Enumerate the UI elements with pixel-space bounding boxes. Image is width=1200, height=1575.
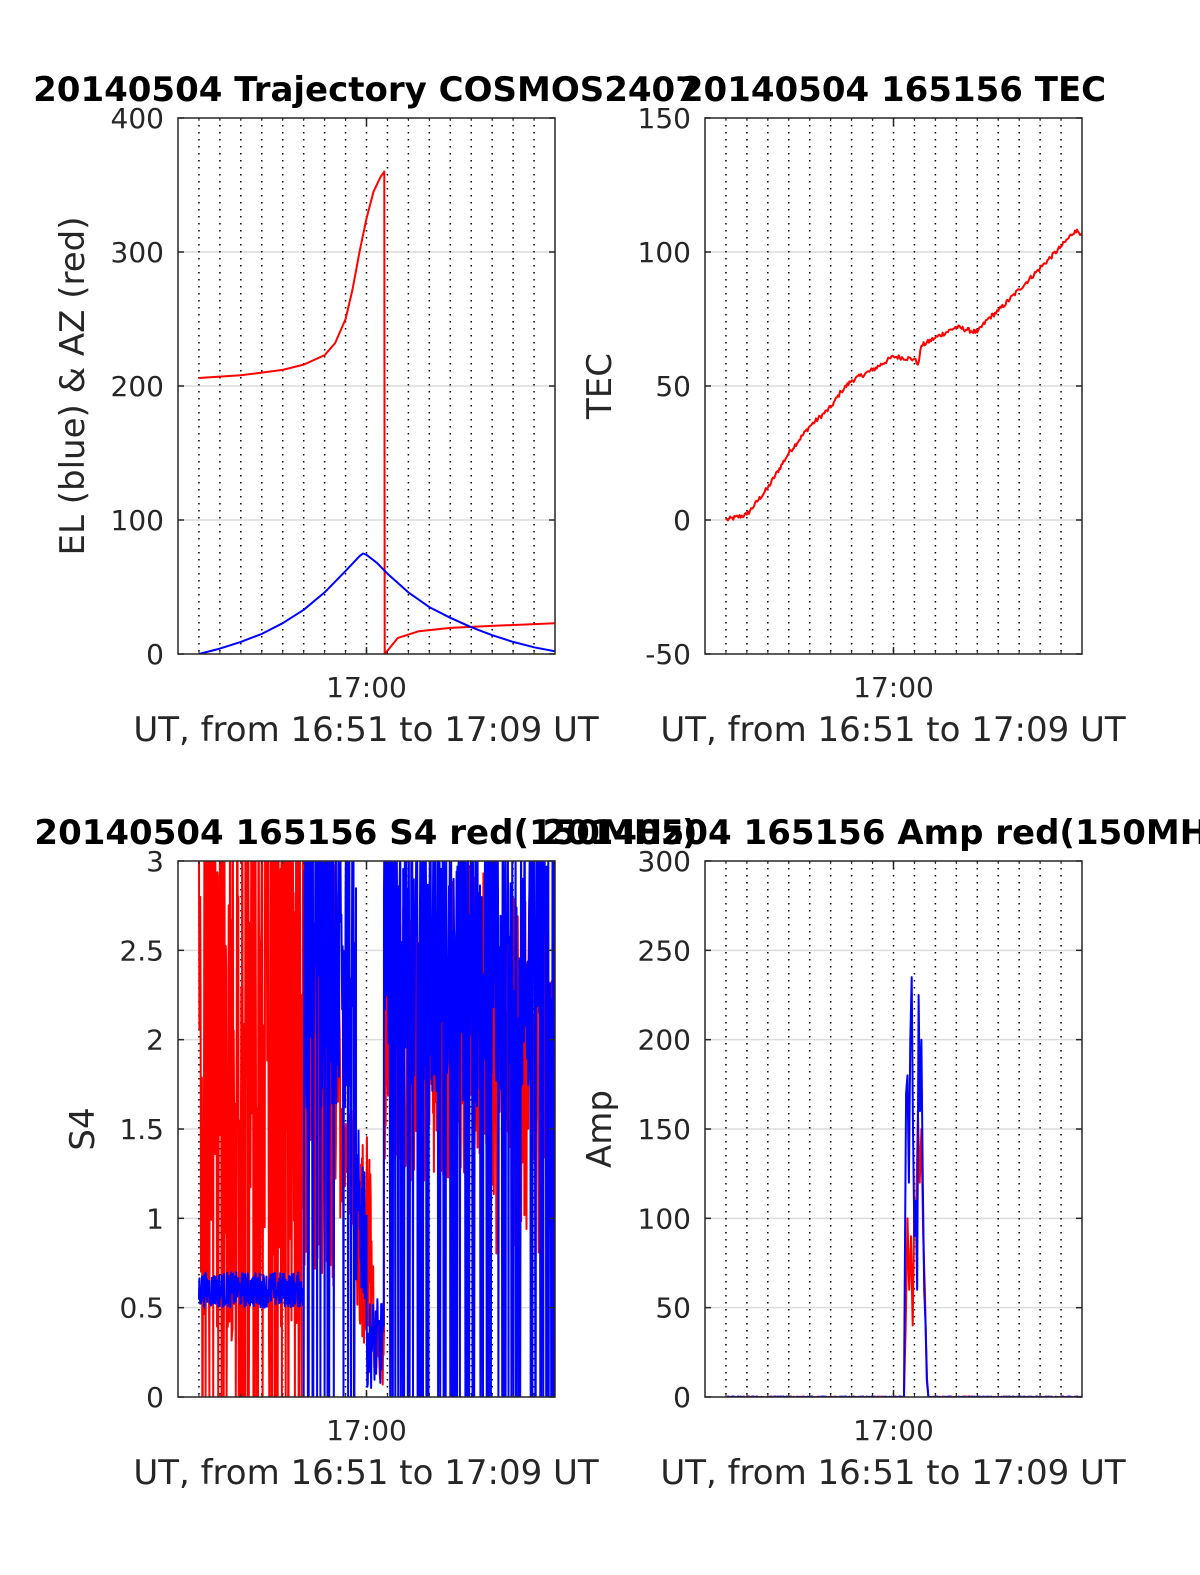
x-axis-label: UT, from 16:51 to 17:09 UT: [133, 1453, 599, 1493]
panel-title: 20140504 Trajectory COSMOS2407: [33, 70, 699, 110]
y-tick-label: 150: [638, 1113, 691, 1146]
panel-trajectory: 0 100 200 300 400 17:00 20140504 Trajectory …: [33, 70, 699, 750]
y-tick-label: 100: [111, 504, 164, 537]
x-tick-labels: 17:00: [326, 1414, 407, 1447]
panel-s4: 0 0.5 1 1.5 2 2.5 3 17:00 20140504 165156 S4 r…: [34, 813, 697, 1493]
y-tick-label: 0: [673, 504, 691, 537]
y-tick-label: 150: [638, 102, 691, 135]
panel-tec: -50 0 50 100 150 17:00 20140504 165156 TEC U…: [580, 70, 1126, 750]
x-tick-label: 17:00: [853, 671, 934, 704]
y-tick-label: 2: [146, 1024, 164, 1057]
y-tick-label: 2.5: [119, 934, 164, 967]
y-tick-label: 0.5: [119, 1292, 164, 1325]
y-tick-label: 50: [655, 370, 691, 403]
y-tick-label: 1.5: [119, 1113, 164, 1146]
y-tick-label: 100: [638, 1202, 691, 1235]
x-tick-labels: 17:00: [853, 1414, 934, 1447]
y-tick-labels: -50 0 50 100 150: [638, 102, 691, 671]
tick-marks: [705, 117, 1082, 655]
series-line-blue: [197, 861, 555, 1397]
series-line-blue: [198, 552, 555, 654]
series-line-red: [198, 170, 555, 654]
y-tick-label: 3: [146, 845, 164, 878]
tick-marks: [705, 860, 1082, 1398]
x-tick-label: 17:00: [326, 671, 407, 704]
y-tick-label: 300: [638, 845, 691, 878]
panel-title: 20140504 165156 S4 red(150MHz): [34, 813, 697, 853]
tick-marks: [178, 117, 555, 655]
y-tick-labels: 0 0.5 1 1.5 2 2.5 3: [119, 845, 164, 1414]
y-tick-label: 100: [638, 236, 691, 269]
series-line-red: [725, 228, 1082, 522]
trace-layer: [725, 228, 1082, 522]
y-tick-label: 250: [638, 934, 691, 967]
y-tick-labels: 0 50 100 150 200 250 300: [638, 845, 691, 1414]
panel-title: 20140504 165156 TEC: [680, 70, 1106, 110]
y-tick-label: 0: [673, 1381, 691, 1414]
x-tick-labels: 17:00: [326, 671, 407, 704]
y-tick-label: 0: [146, 638, 164, 671]
y-axis-label: Amp: [580, 1090, 620, 1168]
y-tick-labels: 0 100 200 300 400: [111, 102, 164, 671]
y-axis-label: EL (blue) & AZ (red): [53, 216, 93, 555]
y-tick-label: 200: [111, 370, 164, 403]
y-axis-label: TEC: [580, 353, 620, 420]
y-tick-label: 1: [146, 1202, 164, 1235]
x-axis-label: UT, from 16:51 to 17:09 UT: [660, 710, 1126, 750]
y-tick-label: 0: [146, 1381, 164, 1414]
y-tick-label: 400: [111, 102, 164, 135]
x-axis-label: UT, from 16:51 to 17:09 UT: [660, 1453, 1126, 1493]
x-tick-label: 17:00: [853, 1414, 934, 1447]
y-axis-label: S4: [63, 1107, 103, 1150]
tick-marks: [178, 860, 555, 1398]
y-tick-label: 300: [111, 236, 164, 269]
trace-layer: [198, 170, 555, 654]
y-tick-label: 50: [655, 1292, 691, 1325]
x-tick-labels: 17:00: [853, 671, 934, 704]
trace-layer: [197, 861, 555, 1397]
x-tick-label: 17:00: [326, 1414, 407, 1447]
x-axis-label: UT, from 16:51 to 17:09 UT: [133, 710, 599, 750]
panel-amp: 0 50 100 150 200 250 300 17:00 20140504 165156…: [542, 813, 1200, 1493]
y-tick-label: 200: [638, 1024, 691, 1057]
y-tick-label: -50: [645, 638, 691, 671]
panel-title: 20140504 165156 Amp red(150MHz): [542, 813, 1200, 853]
